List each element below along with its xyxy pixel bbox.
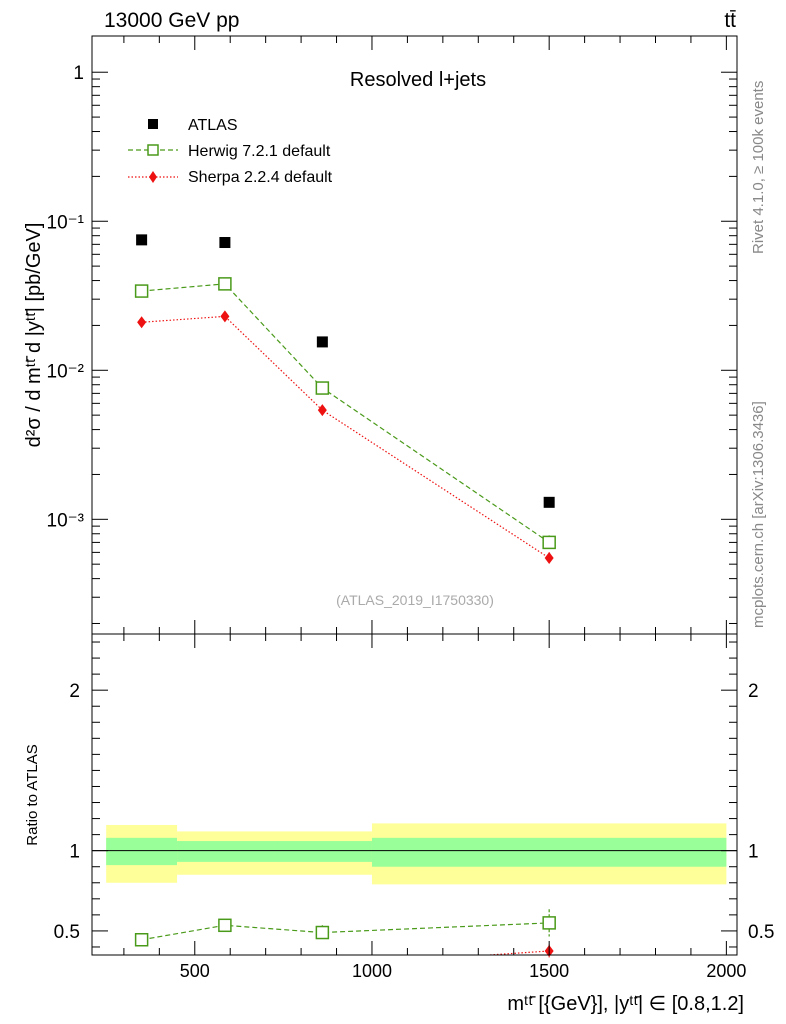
ratio-sherpa-line [480, 950, 550, 955]
main-y-tick-label-0: 10⁻³ [47, 510, 85, 531]
ratio-y-tick-label-left-1: 1 [69, 842, 80, 863]
ratio-band-inner-1 [177, 841, 275, 862]
ratio-y-tick-label-left-2: 2 [69, 681, 80, 702]
ratio-band-inner-0 [106, 837, 178, 866]
ratio-herwig-point-2 [315, 925, 330, 940]
ratio-herwig-point-0 [134, 933, 149, 947]
main-sherpa-point-0 [137, 316, 147, 329]
header-left-label: 13000 GeV pp [104, 9, 239, 32]
ratio-band-inner-2 [274, 841, 372, 862]
ratio-y-tick-label-right-0: 0.5 [748, 922, 774, 943]
legend-atlas-label: ATLAS [188, 117, 238, 134]
main-atlas-point-2 [316, 336, 328, 348]
legend-item-atlas: ATLAS [148, 117, 238, 134]
main-herwig-point-1 [218, 277, 232, 291]
header-right-label: tt̄ [724, 9, 736, 32]
legend-sherpa-marker [149, 171, 157, 183]
ratio-y-tick-label-right-1: 1 [748, 842, 759, 863]
ratio-y-tick-label-left-0: 0.5 [54, 922, 80, 943]
legend-herwig-marker [147, 144, 159, 156]
side-label-bottom: mcplots.cern.ch [arXiv:1306.3436] [750, 401, 767, 628]
main-herwig-point-2 [315, 381, 330, 395]
ratio-herwig-point-3 [542, 916, 556, 930]
main-plot-content [134, 234, 556, 565]
main-axes: 10⁻³ 10⁻² 10⁻¹ 1 [47, 36, 737, 634]
main-y-tick-label-3: 1 [73, 63, 84, 84]
ratio-plot-content [92, 823, 737, 958]
legend-atlas-marker [148, 119, 158, 129]
ratio-herwig-line [141, 922, 550, 941]
chart-title: Resolved l+jets [350, 69, 486, 91]
main-panel: 10⁻³ 10⁻² 10⁻¹ 1 Resolved l+jets (ATLAS_201… [23, 35, 738, 635]
legend-herwig-label: Herwig 7.2.1 default [188, 143, 331, 160]
main-herwig-point-0 [134, 284, 149, 298]
legend-sherpa-label: Sherpa 2.2.4 default [188, 169, 333, 186]
main-atlas-point-1 [219, 237, 231, 249]
main-herwig-point-3 [542, 535, 556, 550]
x-axis-label: mᵗᵗ̄ [{GeV}], |yᵗᵗ̄| ∈ [0.8,1.2] [507, 993, 744, 1015]
side-label-top: Rivet 4.1.0, ≥ 100k events [750, 81, 767, 254]
ratio-herwig-point-1 [218, 918, 232, 933]
main-sherpa-point-1 [220, 310, 230, 323]
x-tick-label-500: 500 [180, 961, 210, 981]
watermark: (ATLAS_2019_I1750330) [336, 592, 494, 608]
x-tick-label-1000: 1000 [352, 961, 392, 981]
main-atlas-point-0 [136, 234, 148, 246]
main-y-tick-label-1: 10⁻² [47, 361, 85, 382]
ratio-band-inner-3 [371, 837, 727, 867]
legend-item-herwig: Herwig 7.2.1 default [128, 143, 331, 160]
x-tick-label-1500: 1500 [529, 961, 569, 981]
main-sherpa-point-3 [544, 552, 554, 565]
main-sherpa-point-2 [317, 404, 327, 417]
main-herwig-line [141, 283, 550, 543]
legend-item-sherpa: Sherpa 2.2.4 default [128, 169, 333, 186]
x-tick-label-2000: 2000 [706, 961, 746, 981]
ratio-ylabel: Ratio to ATLAS [24, 744, 41, 845]
main-atlas-point-3 [543, 496, 555, 508]
main-y-tick-label-2: 10⁻¹ [47, 212, 85, 233]
ratio-frame [91, 633, 738, 956]
legend: ATLAS Herwig 7.2.1 default Sherpa 2.2.4 … [128, 117, 333, 186]
main-sherpa-line [141, 315, 550, 559]
main-ylabel: d²σ / d mᵗᵗ̄ d |yᵗᵗ̄| [pb/GeV] [23, 223, 45, 448]
ratio-y-tick-label-right-2: 2 [748, 681, 759, 702]
